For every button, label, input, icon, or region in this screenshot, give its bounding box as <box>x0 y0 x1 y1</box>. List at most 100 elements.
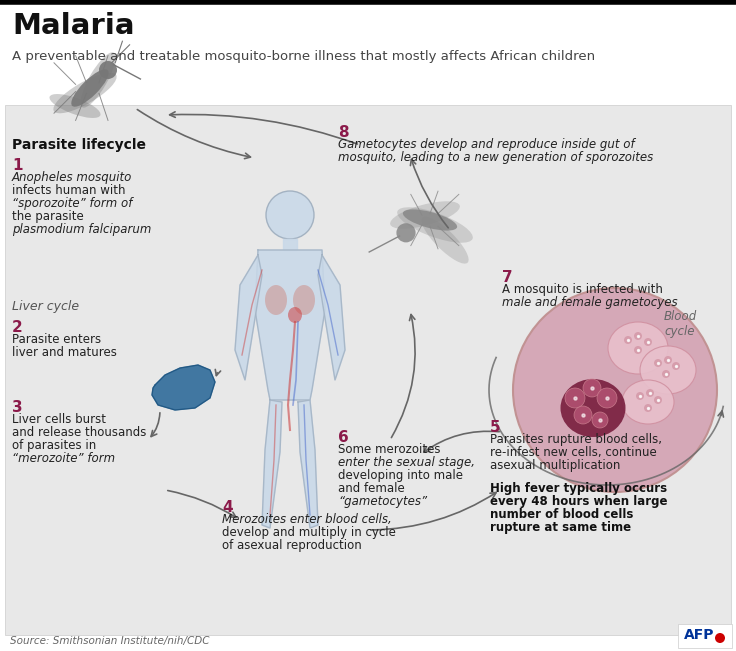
Text: 3: 3 <box>12 400 23 415</box>
Circle shape <box>597 388 617 408</box>
Ellipse shape <box>49 94 101 118</box>
Text: developing into male: developing into male <box>338 469 463 482</box>
Circle shape <box>624 336 632 344</box>
Text: Parasite enters: Parasite enters <box>12 333 101 346</box>
Circle shape <box>583 379 601 397</box>
Circle shape <box>644 404 652 412</box>
Text: A mosquito is infected with: A mosquito is infected with <box>502 283 663 296</box>
Circle shape <box>592 412 608 428</box>
Point <box>652 395 664 405</box>
Ellipse shape <box>622 380 674 424</box>
Point <box>662 355 674 365</box>
Text: AFP: AFP <box>684 628 715 642</box>
Circle shape <box>644 338 652 346</box>
Point <box>642 403 654 413</box>
Text: 5: 5 <box>490 420 500 435</box>
Ellipse shape <box>288 307 302 323</box>
Text: A preventable and treatable mosquito-borne illness that mostly affects African c: A preventable and treatable mosquito-bor… <box>12 50 595 63</box>
Point <box>670 361 682 371</box>
Circle shape <box>654 396 662 404</box>
Polygon shape <box>235 255 262 380</box>
Ellipse shape <box>293 285 315 315</box>
Text: and female: and female <box>338 482 405 495</box>
Polygon shape <box>283 239 297 250</box>
Text: male and female gametocyes: male and female gametocyes <box>502 296 678 309</box>
Polygon shape <box>298 400 318 528</box>
Point <box>652 358 664 368</box>
Text: “gametocytes”: “gametocytes” <box>338 495 427 508</box>
Ellipse shape <box>608 322 668 374</box>
Text: liver and matures: liver and matures <box>12 346 117 359</box>
Point <box>644 388 656 398</box>
Text: 2: 2 <box>12 320 23 335</box>
Circle shape <box>646 389 654 397</box>
Point <box>632 331 644 341</box>
Text: Gametocytes develop and reproduce inside gut of: Gametocytes develop and reproduce inside… <box>338 138 634 151</box>
Text: “sporozoite” form of: “sporozoite” form of <box>12 197 132 210</box>
Text: “merozoite” form: “merozoite” form <box>12 452 115 465</box>
Text: Anopheles mosquito: Anopheles mosquito <box>12 171 132 184</box>
Text: Liver cycle: Liver cycle <box>12 300 79 313</box>
Text: every 48 hours when large: every 48 hours when large <box>490 495 668 508</box>
Circle shape <box>662 370 670 378</box>
Text: infects human with: infects human with <box>12 184 126 197</box>
Text: Parasite lifecycle: Parasite lifecycle <box>12 138 146 152</box>
Text: 7: 7 <box>502 270 513 285</box>
FancyBboxPatch shape <box>678 624 732 648</box>
Text: High fever typically occurs: High fever typically occurs <box>490 482 667 495</box>
FancyBboxPatch shape <box>5 105 731 635</box>
Circle shape <box>99 61 117 79</box>
Ellipse shape <box>640 346 696 394</box>
Text: develop and multiply in cycle: develop and multiply in cycle <box>222 526 396 539</box>
Text: number of blood cells: number of blood cells <box>490 508 634 521</box>
Circle shape <box>634 346 642 354</box>
Ellipse shape <box>71 69 109 107</box>
Text: mosquito, leading to a new generation of sporozoites: mosquito, leading to a new generation of… <box>338 151 654 164</box>
Polygon shape <box>262 400 282 528</box>
Text: Parasites rupture blood cells,: Parasites rupture blood cells, <box>490 433 662 446</box>
Point <box>577 409 589 420</box>
Point <box>601 393 613 403</box>
Text: rupture at same time: rupture at same time <box>490 521 631 534</box>
Circle shape <box>513 288 717 492</box>
Circle shape <box>636 392 644 400</box>
Text: 4: 4 <box>222 500 233 515</box>
Text: Source: Smithsonian Institute/nih/CDC: Source: Smithsonian Institute/nih/CDC <box>10 636 210 646</box>
Text: Merozoites enter blood cells,: Merozoites enter blood cells, <box>222 513 392 526</box>
Ellipse shape <box>397 207 473 243</box>
Polygon shape <box>152 365 215 410</box>
Ellipse shape <box>80 52 116 107</box>
Point <box>634 391 646 401</box>
Polygon shape <box>318 255 345 380</box>
Text: the parasite: the parasite <box>12 210 84 223</box>
Circle shape <box>397 223 416 242</box>
Text: 8: 8 <box>338 125 349 140</box>
Polygon shape <box>255 250 325 400</box>
Ellipse shape <box>422 216 469 264</box>
FancyBboxPatch shape <box>0 0 736 105</box>
Circle shape <box>574 406 592 424</box>
Text: asexual multiplication: asexual multiplication <box>490 459 620 472</box>
Text: Liver cells burst: Liver cells burst <box>12 413 106 426</box>
Text: enter the sexual stage,: enter the sexual stage, <box>338 456 475 469</box>
Point <box>632 345 644 355</box>
Circle shape <box>266 191 314 239</box>
Text: of parasites in: of parasites in <box>12 439 96 452</box>
Text: and release thousands: and release thousands <box>12 426 146 439</box>
Point <box>569 393 581 403</box>
Circle shape <box>565 388 585 408</box>
Ellipse shape <box>390 201 460 229</box>
Text: 1: 1 <box>12 158 23 173</box>
Circle shape <box>634 332 642 340</box>
Point <box>660 369 672 380</box>
Circle shape <box>654 359 662 367</box>
Circle shape <box>715 633 725 643</box>
Point <box>586 383 598 393</box>
Circle shape <box>672 362 680 370</box>
Text: 6: 6 <box>338 430 349 445</box>
Ellipse shape <box>53 73 116 113</box>
Text: Some merozoites: Some merozoites <box>338 443 441 456</box>
Text: Blood
cycle: Blood cycle <box>663 310 697 338</box>
Text: re-infest new cells, continue: re-infest new cells, continue <box>490 446 657 459</box>
Text: Malaria: Malaria <box>12 12 135 40</box>
